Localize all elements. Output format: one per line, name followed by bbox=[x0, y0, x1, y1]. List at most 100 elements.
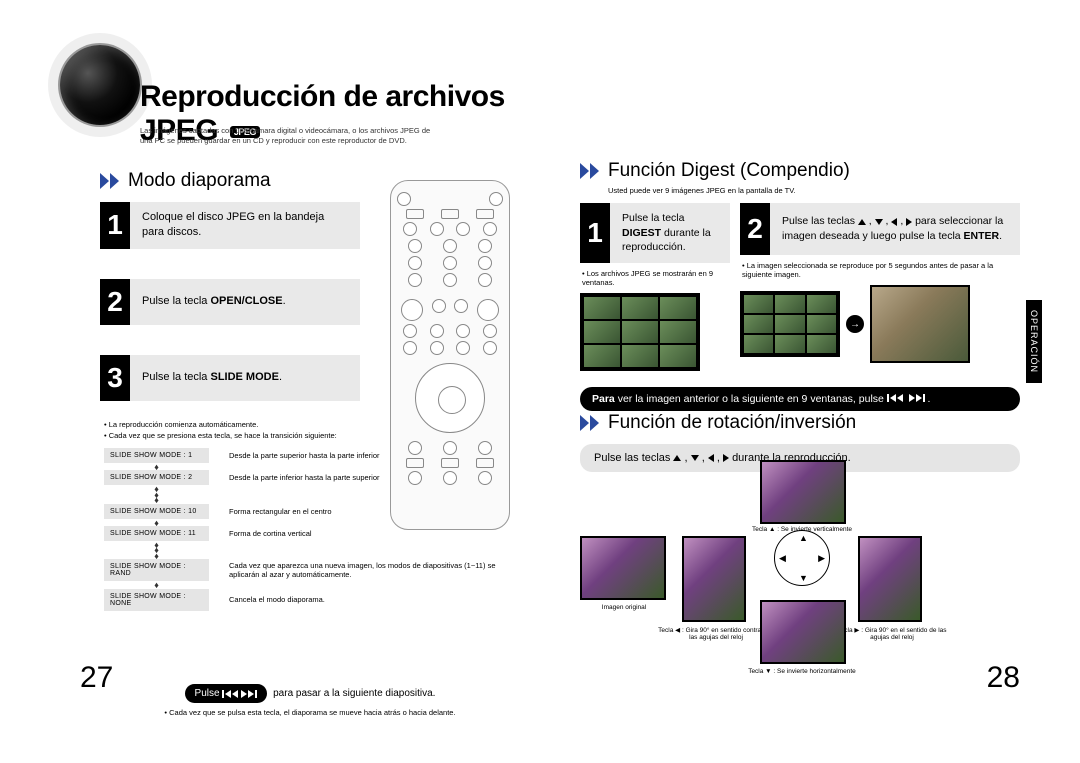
digest-nav-bar: Para ver la imagen anterior o la siguien… bbox=[580, 387, 1020, 411]
d2-pre: Pulse las teclas bbox=[782, 215, 858, 227]
skip-back-icon bbox=[887, 394, 903, 402]
page-27: Reproducción de archivos JPEG JPEG Las i… bbox=[0, 0, 540, 763]
arrow-keys-icon: , , , bbox=[858, 215, 912, 227]
r-bar-pre: Pulse las teclas bbox=[594, 452, 673, 464]
slide-mode-desc: Desde la parte superior hasta la parte i… bbox=[229, 451, 514, 460]
digest-section: Función Digest (Compendio) Usted puede v… bbox=[580, 160, 1020, 411]
page-number-28: 28 bbox=[987, 661, 1020, 695]
slide-mode-label: SLIDE SHOW MODE : 10 bbox=[104, 504, 209, 519]
dpad-icon: ▲▼◀▶ bbox=[774, 530, 830, 586]
chevron-icon bbox=[100, 173, 122, 189]
heading-text: Modo diaporama bbox=[128, 170, 271, 192]
selected-image bbox=[870, 285, 970, 363]
step-3-bold: SLIDE MODE bbox=[210, 371, 278, 383]
rotate-img-left bbox=[682, 536, 746, 622]
intro-text: Las imágenes captadas con una cámara dig… bbox=[140, 126, 500, 146]
d1-l1: Pulse la tecla bbox=[622, 212, 684, 224]
skip-fwd-icon bbox=[241, 690, 257, 698]
rotate-img-down bbox=[760, 600, 846, 664]
step-1: 1 Coloque el disco JPEG en la bandeja pa… bbox=[100, 202, 360, 249]
arrow-right-icon: → bbox=[846, 315, 864, 333]
slide-mode-row: SLIDE SHOW MODE : NONE Cancela el modo di… bbox=[104, 589, 514, 611]
manual-spread: Reproducción de archivos JPEG JPEG Las i… bbox=[0, 0, 1080, 763]
rotate-img-up bbox=[760, 460, 846, 524]
digest-9-grid bbox=[580, 293, 700, 371]
step-number: 3 bbox=[100, 355, 130, 401]
heading-text: Función de rotación/inversión bbox=[608, 412, 856, 434]
slide-mode-label: SLIDE SHOW MODE : NONE bbox=[104, 589, 209, 611]
slide-mode-row: SLIDE SHOW MODE : 10 Forma rectangular en… bbox=[104, 504, 514, 519]
slide-mode-desc: Forma de cortina vertical bbox=[229, 529, 514, 538]
bar-text: ver la imagen anterior o la siguiente en… bbox=[615, 393, 887, 405]
skip-back-icon bbox=[222, 690, 238, 698]
d1-bold: DIGEST bbox=[622, 227, 661, 239]
skip-fwd-icon bbox=[909, 394, 925, 402]
pulse-label: Pulse bbox=[195, 688, 220, 699]
digest-step-1: 1 Pulse la tecla DIGEST durante la repro… bbox=[580, 203, 730, 371]
slide-mode-label: SLIDE SHOW MODE : 2 bbox=[104, 470, 209, 485]
step-3-pre: Pulse la tecla bbox=[142, 371, 210, 383]
d2-bold: ENTER bbox=[964, 230, 1000, 242]
digest-step-2: 2 Pulse las teclas , , , para selecciona… bbox=[740, 203, 1020, 371]
label-left: Tecla ◀ : Gira 90° en sentido contrario … bbox=[656, 626, 776, 641]
step-2-bold: OPEN/CLOSE bbox=[210, 295, 282, 307]
digest-step-2-note: • La imagen seleccionada se reproduce po… bbox=[742, 261, 1020, 279]
section-heading-digest: Función Digest (Compendio) bbox=[580, 160, 1020, 182]
slide-mode-notes: • La reproducción comienza automáticamen… bbox=[104, 420, 514, 613]
rotate-img-right bbox=[858, 536, 922, 622]
slide-mode-row: SLIDE SHOW MODE : 2 Desde la parte inferi… bbox=[104, 470, 514, 485]
note-1: • La reproducción comienza automáticamen… bbox=[104, 420, 514, 429]
slide-mode-list: SLIDE SHOW MODE : 1Desde la parte superi… bbox=[104, 448, 514, 611]
diaporama-section: Modo diaporama 1 Coloque el disco JPEG e… bbox=[100, 170, 360, 431]
step-2-body: Pulse la tecla OPEN/CLOSE. bbox=[130, 279, 360, 325]
intro-line-2: una PC se pueden guardar en un CD y repr… bbox=[140, 136, 500, 146]
digest-step-1-body: Pulse la tecla DIGEST durante la reprodu… bbox=[610, 203, 730, 263]
slide-mode-row: SLIDE SHOW MODE : 11 Forma de cortina ver… bbox=[104, 526, 514, 541]
lens-graphic bbox=[60, 45, 140, 125]
digest-result: → bbox=[740, 285, 1020, 363]
step-3: 3 Pulse la tecla SLIDE MODE. bbox=[100, 355, 360, 401]
intro-line-1: Las imágenes captadas con una cámara dig… bbox=[140, 126, 500, 136]
bar-pre: Para bbox=[592, 393, 615, 405]
step-2-pre: Pulse la tecla bbox=[142, 295, 210, 307]
label-down: Tecla ▼ : Se invierte horizontalmente bbox=[742, 668, 862, 675]
chevron-icon bbox=[580, 163, 602, 179]
page-28: Función Digest (Compendio) Usted puede v… bbox=[540, 0, 1080, 763]
step-number: 1 bbox=[100, 202, 130, 249]
digest-9-grid-small bbox=[740, 291, 840, 357]
slide-mode-desc: Cancela el modo diaporama. bbox=[229, 595, 514, 604]
arrow-down-icon: ♦ ♦ ♦ bbox=[104, 487, 209, 503]
slide-mode-label: SLIDE SHOW MODE : RAND bbox=[104, 559, 209, 581]
footer-hint: Pulse para pasar a la siguiente diaposit… bbox=[100, 684, 520, 703]
slide-mode-desc: Forma rectangular en el centro bbox=[229, 507, 514, 516]
slide-mode-desc: Cada vez que aparezca una nueva imagen, … bbox=[229, 561, 514, 579]
label-right: Tecla ▶ : Gira 90° en el sentido de las … bbox=[832, 626, 952, 641]
digest-step-2-body: Pulse las teclas , , , para seleccionar … bbox=[770, 203, 1020, 255]
slide-mode-label: SLIDE SHOW MODE : 11 bbox=[104, 526, 209, 541]
label-original: Imagen original bbox=[564, 604, 684, 611]
footer-text: para pasar a la siguiente diapositiva. bbox=[273, 688, 435, 699]
section-heading-diaporama: Modo diaporama bbox=[100, 170, 360, 192]
digest-steps: 1 Pulse la tecla DIGEST durante la repro… bbox=[580, 203, 1020, 371]
heading-text: Función Digest (Compendio) bbox=[608, 160, 850, 182]
footer-note: • Cada vez que se pulsa esta tecla, el d… bbox=[100, 708, 520, 717]
digest-subtitle: Usted puede ver 9 imágenes JPEG en la pa… bbox=[608, 186, 1020, 195]
note-2: • Cada vez que se presiona esta tecla, s… bbox=[104, 431, 514, 440]
rotate-section: Función de rotación/inversión Pulse las … bbox=[580, 412, 1020, 666]
rotate-diagram: Imagen original Tecla ▲ : Se invierte ve… bbox=[580, 486, 1020, 666]
pulse-pill: Pulse bbox=[185, 684, 268, 703]
step-2: 2 Pulse la tecla OPEN/CLOSE. bbox=[100, 279, 360, 325]
side-tab-operacion: OPERACIÓN bbox=[1026, 300, 1042, 383]
arrow-down-icon: ♦ ♦ ♦ bbox=[104, 543, 209, 559]
slide-mode-row: SLIDE SHOW MODE : 1Desde la parte superi… bbox=[104, 448, 514, 463]
step-1-body: Coloque el disco JPEG en la bandeja para… bbox=[130, 202, 360, 249]
slide-mode-desc: Desde la parte inferior hasta la parte s… bbox=[229, 473, 514, 482]
arrow-keys-icon: , , , bbox=[673, 452, 729, 464]
section-heading-rotate: Función de rotación/inversión bbox=[580, 412, 1020, 434]
step-number: 2 bbox=[740, 203, 770, 255]
page-number-27: 27 bbox=[80, 661, 113, 695]
chevron-icon bbox=[580, 415, 602, 431]
digest-step-1-note: • Los archivos JPEG se mostrarán en 9 ve… bbox=[582, 269, 730, 287]
step-number: 2 bbox=[100, 279, 130, 325]
step-3-body: Pulse la tecla SLIDE MODE. bbox=[130, 355, 360, 401]
